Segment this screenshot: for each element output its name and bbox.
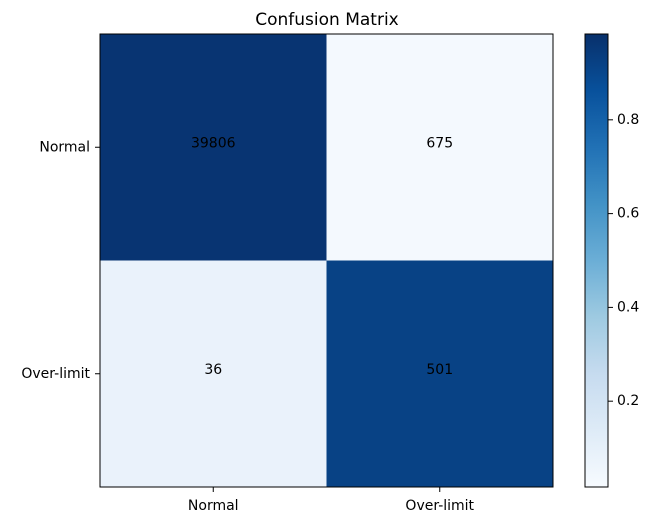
heatmap-cell-labels: 39806 675 36 501 [191, 135, 453, 378]
x-axis: Normal Over-limit [188, 487, 475, 514]
heatmap-cells [100, 34, 554, 488]
chart-title: Confusion Matrix [255, 10, 399, 30]
colorbar-tick-label: 0.4 [617, 299, 639, 315]
cell-value-label: 39806 [191, 135, 236, 151]
x-tick-label: Normal [188, 498, 239, 514]
cell-value-label: 501 [426, 362, 453, 378]
colorbar-tick-label: 0.6 [617, 206, 639, 222]
heatmap-cell [100, 260, 327, 488]
colorbar [585, 34, 608, 487]
heatmap-cell [326, 34, 554, 261]
cell-value-label: 675 [426, 135, 453, 151]
heatmap-cell [326, 260, 554, 488]
x-tick-label: Over-limit [405, 498, 474, 514]
plot-frame [99, 33, 554, 488]
colorbar-tick-label: 0.8 [617, 112, 639, 128]
cell-value-label: 36 [204, 362, 222, 378]
heatmap-cell [100, 34, 327, 261]
colorbar-frame [584, 33, 609, 488]
colorbar-tick-label: 0.2 [617, 393, 639, 409]
y-tick-label: Over-limit [21, 366, 90, 382]
y-axis: Normal Over-limit [21, 139, 100, 382]
colorbar-ticks: 0.2 0.4 0.6 0.8 [608, 112, 639, 409]
y-tick-label: Normal [39, 139, 90, 155]
